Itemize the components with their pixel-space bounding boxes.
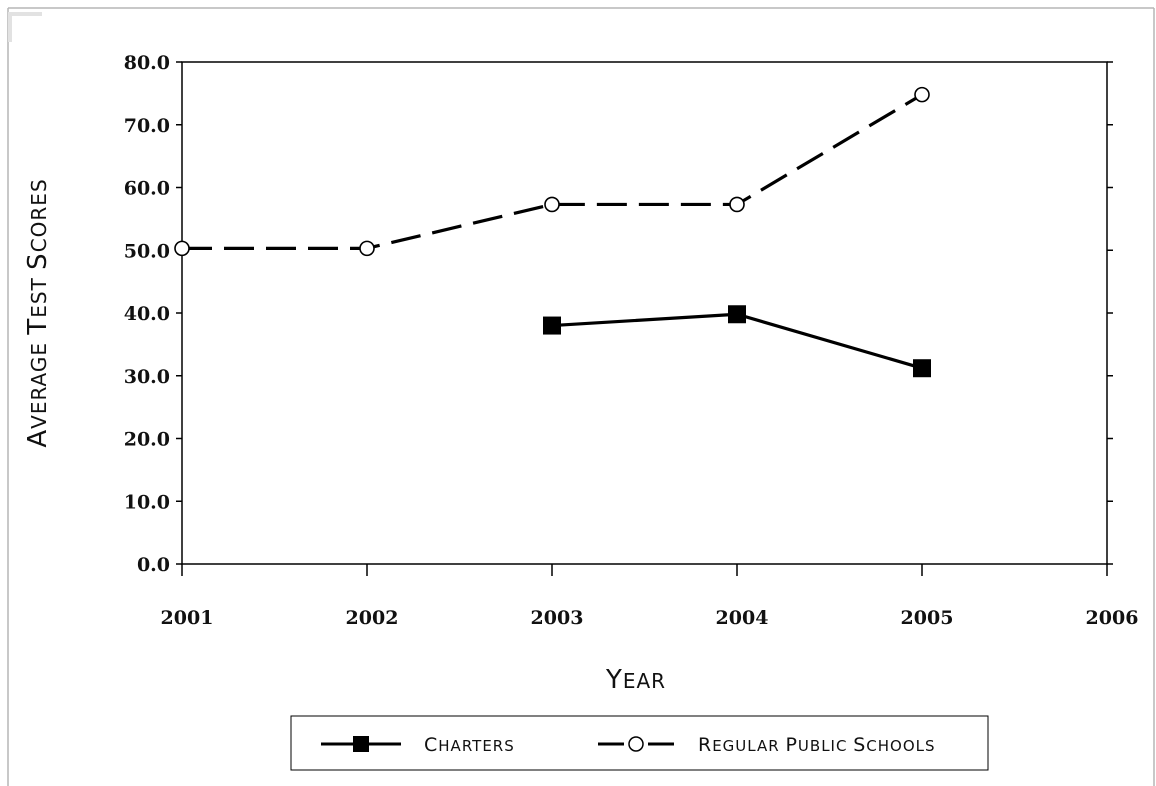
x-tick-label: 2006 [1086, 607, 1139, 629]
regular-public-schools-data-point [359, 240, 375, 257]
y-tick-label: 40.0 [124, 303, 170, 325]
x-tick-label: 2002 [346, 607, 399, 629]
x-tick-label: 2004 [716, 607, 769, 629]
legend-public-marker [628, 736, 644, 752]
y-tick-label: 10.0 [124, 491, 170, 513]
y-axis-ticks: 0.0 10.0 20.0 30.0 40.0 50.0 60.0 70.0 80.0 [124, 52, 1113, 576]
x-axis-ticks: 2001 2002 2003 2004 2005 2006 [161, 564, 1139, 629]
series-markers [174, 86, 931, 378]
y-tick-label: 30.0 [124, 366, 170, 388]
regular-public-schools-data-point [729, 196, 745, 213]
y-tick-label: 20.0 [124, 429, 170, 451]
x-tick-label: 2003 [531, 607, 584, 629]
charters-data-point [728, 305, 746, 324]
y-axis-title: AVERAGE TEST SCORES [23, 178, 53, 447]
y-tick-label: 80.0 [124, 52, 170, 74]
legend-charters-label: CHARTERS [424, 734, 515, 756]
charters-data-point [913, 359, 931, 378]
series-line-regular-public-schools [182, 93, 923, 250]
legend-charters-marker [353, 736, 369, 752]
x-axis-title: YEAR [605, 665, 666, 695]
y-tick-label: 60.0 [124, 178, 170, 200]
charters-data-point [543, 316, 561, 335]
y-tick-label: 0.0 [137, 554, 170, 576]
legend-public-label: REGULAR PUBLIC SCHOOLS [698, 734, 936, 756]
regular-public-schools-data-point [174, 240, 190, 257]
x-tick-label: 2001 [161, 607, 214, 629]
regular-public-schools-data-point [544, 196, 560, 213]
x-tick-label: 2005 [901, 607, 954, 629]
legend: CHARTERS REGULAR PUBLIC SCHOOLS [290, 715, 989, 771]
plot-area [181, 61, 1108, 565]
regular-public-schools-data-point [914, 86, 930, 103]
y-tick-label: 70.0 [124, 115, 170, 137]
y-tick-label: 50.0 [124, 240, 170, 262]
